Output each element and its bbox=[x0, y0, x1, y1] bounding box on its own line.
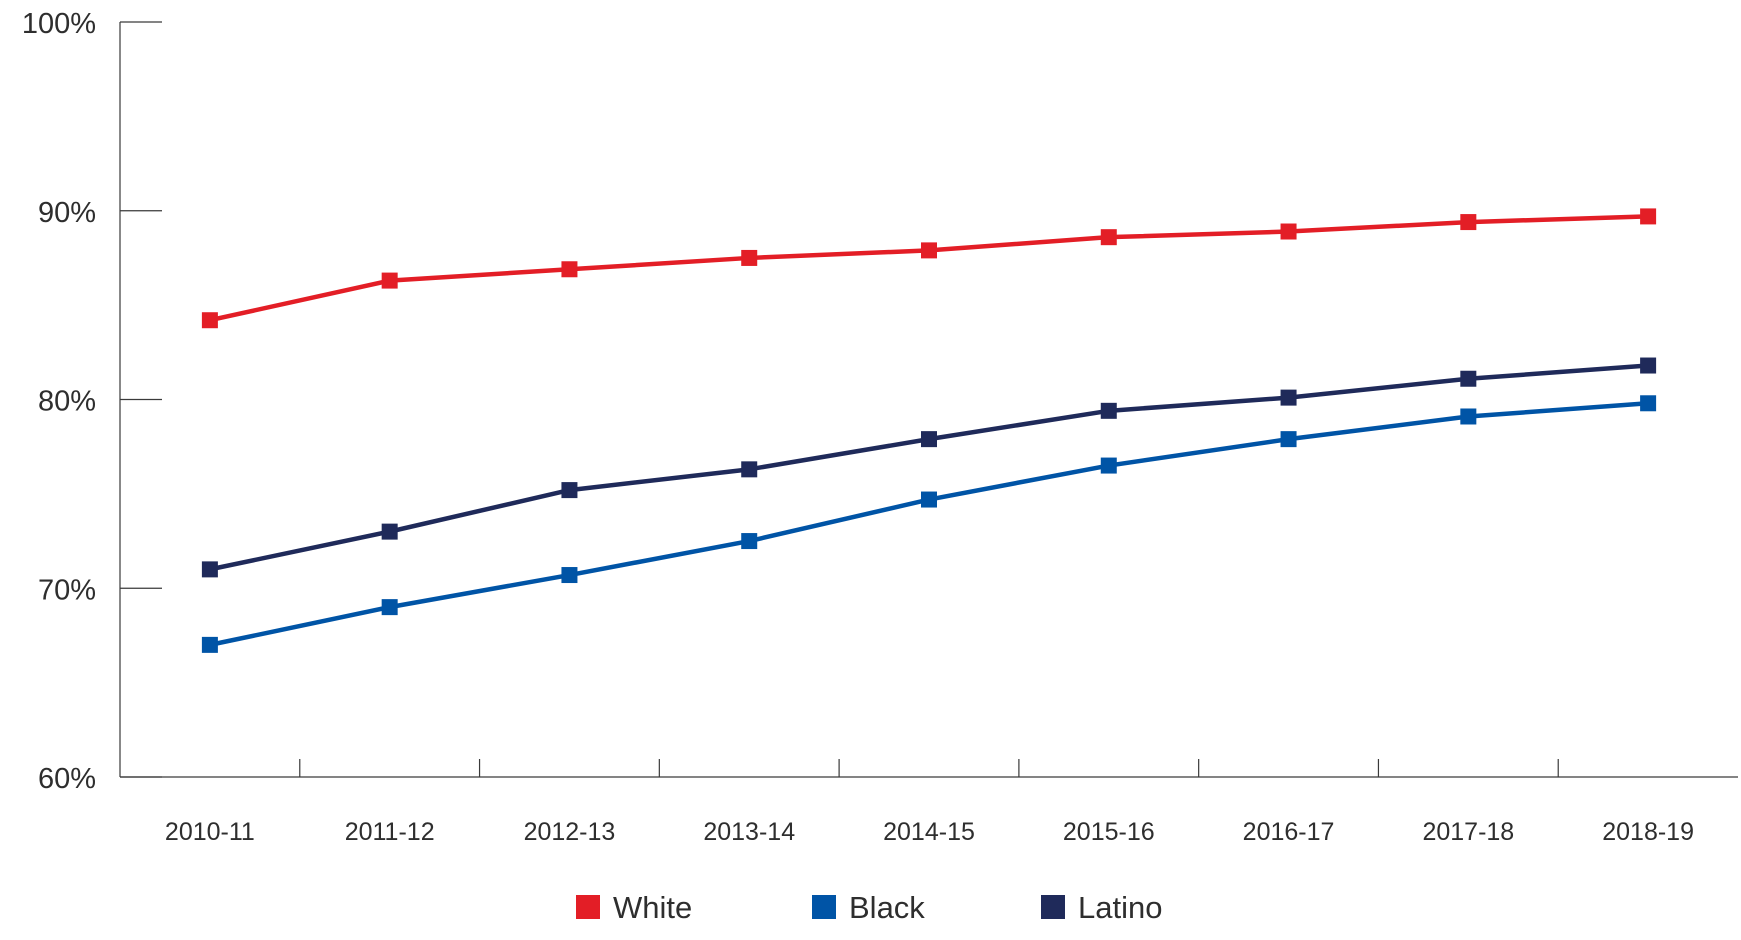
data-point-marker bbox=[1640, 357, 1657, 374]
series-line bbox=[207, 363, 1651, 572]
legend-item-white: White bbox=[576, 890, 692, 925]
y-tick-label: 80% bbox=[38, 386, 96, 418]
legend-swatch bbox=[1041, 895, 1065, 919]
data-point-marker bbox=[561, 261, 578, 278]
data-point-marker bbox=[381, 523, 398, 540]
series-white bbox=[201, 208, 1657, 329]
series-black bbox=[201, 395, 1657, 653]
legend-item-latino: Latino bbox=[1041, 890, 1162, 925]
x-tick-label: 2018-19 bbox=[1602, 818, 1694, 846]
x-tick-label: 2013-14 bbox=[703, 818, 795, 846]
y-tick-label: 90% bbox=[38, 197, 96, 229]
data-point-marker bbox=[741, 461, 758, 478]
data-point-marker bbox=[921, 491, 937, 508]
data-point-marker bbox=[381, 272, 398, 289]
x-tick-label: 2012-13 bbox=[524, 818, 616, 846]
data-point-marker bbox=[1100, 457, 1117, 474]
data-point-marker bbox=[561, 567, 578, 584]
series-lines bbox=[201, 208, 1657, 653]
x-tick-label: 2010-11 bbox=[165, 818, 255, 846]
data-point-marker bbox=[1460, 370, 1477, 387]
data-point-marker bbox=[1100, 229, 1117, 246]
legend-label: Latino bbox=[1078, 890, 1162, 925]
data-point-marker bbox=[1640, 208, 1657, 225]
data-point-marker bbox=[1640, 395, 1657, 412]
x-axis-ticks: 2010-11 2011-12 2012-13 2013-14 2014-15 2015-… bbox=[165, 759, 1694, 846]
data-point-marker bbox=[201, 636, 218, 653]
y-tick-label: 100% bbox=[22, 8, 96, 40]
legend-label: Black bbox=[849, 890, 925, 925]
y-axis-ticks: 60% 70% 80% 90% 100% bbox=[22, 8, 162, 795]
x-tick-label: 2014-15 bbox=[883, 818, 975, 846]
series-line bbox=[207, 214, 1651, 323]
x-tick-label: 2016-17 bbox=[1243, 818, 1335, 846]
legend-swatch bbox=[576, 895, 600, 919]
y-tick-label: 70% bbox=[38, 574, 96, 606]
data-point-marker bbox=[1280, 431, 1297, 448]
data-point-marker bbox=[201, 312, 218, 329]
data-point-marker bbox=[1280, 389, 1297, 406]
data-point-marker bbox=[1460, 408, 1477, 425]
axes bbox=[119, 22, 1738, 778]
data-point-marker bbox=[381, 599, 398, 616]
y-tick-label: 60% bbox=[38, 763, 96, 795]
series-latino bbox=[201, 357, 1657, 578]
x-tick-label: 2011-12 bbox=[345, 818, 435, 846]
legend-item-black: Black bbox=[812, 890, 925, 925]
data-point-marker bbox=[1100, 402, 1117, 419]
data-point-marker bbox=[201, 561, 218, 578]
data-point-marker bbox=[561, 482, 578, 499]
data-point-marker bbox=[741, 533, 758, 550]
legend-label: White bbox=[613, 890, 692, 925]
data-point-marker bbox=[921, 431, 937, 448]
legend-swatch bbox=[812, 895, 836, 919]
x-tick-label: 2015-16 bbox=[1063, 818, 1155, 846]
data-point-marker bbox=[1460, 214, 1477, 231]
data-point-marker bbox=[1280, 223, 1297, 240]
data-point-marker bbox=[741, 249, 758, 266]
x-tick-label: 2017-18 bbox=[1422, 818, 1514, 846]
data-point-marker bbox=[921, 242, 937, 259]
legend: White Black Latino bbox=[576, 890, 1162, 925]
